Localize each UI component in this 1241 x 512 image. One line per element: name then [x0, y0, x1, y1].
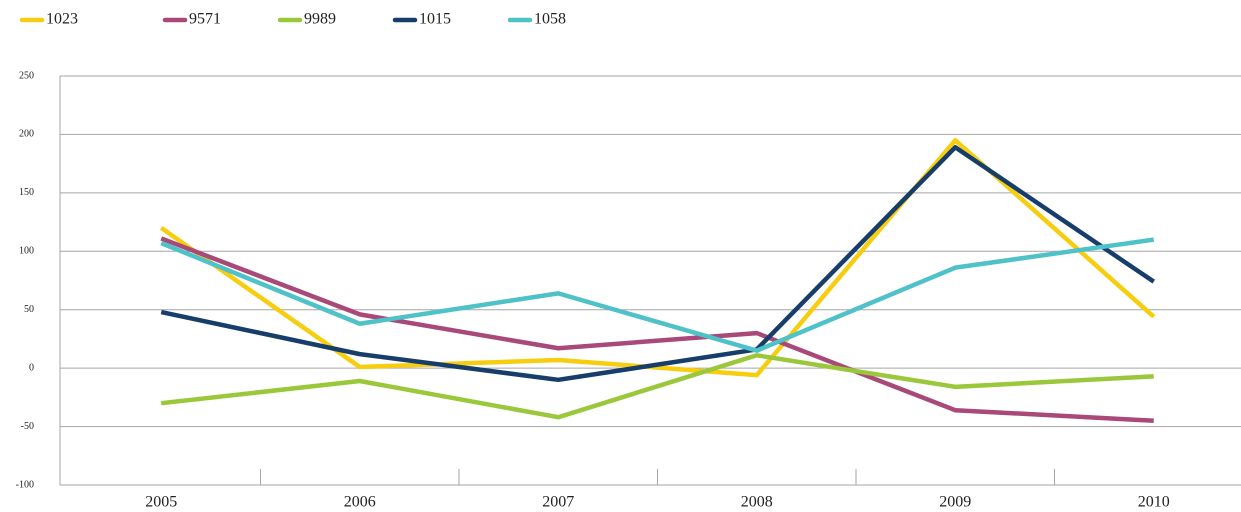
legend-label: 9571	[189, 11, 221, 28]
x-tick-label: 2006	[344, 494, 376, 511]
y-tick-label: -50	[21, 421, 34, 432]
x-tick-label: 2008	[741, 494, 773, 511]
x-tick-label: 2007	[542, 494, 574, 511]
y-tick-label: 150	[19, 187, 34, 198]
series-line	[160, 353, 1154, 420]
legend-label: 1058	[534, 11, 566, 28]
legend-label: 1023	[46, 11, 78, 28]
y-tick-label: 200	[19, 129, 34, 140]
y-tick-label: -100	[16, 479, 34, 490]
y-tick-label: 250	[19, 70, 34, 81]
y-tick-label: 100	[19, 246, 34, 257]
series-line	[160, 145, 1156, 383]
legend-label: 1015	[419, 11, 451, 28]
y-tick-label: 0	[29, 362, 34, 373]
x-tick-label: 2005	[145, 494, 177, 511]
x-tick-label: 2009	[939, 494, 971, 511]
series-line	[160, 236, 1154, 423]
y-tick-label: 50	[24, 304, 34, 315]
x-tick-label: 2010	[1138, 494, 1170, 511]
legend-label: 9989	[304, 11, 336, 28]
series-line	[160, 237, 1155, 353]
